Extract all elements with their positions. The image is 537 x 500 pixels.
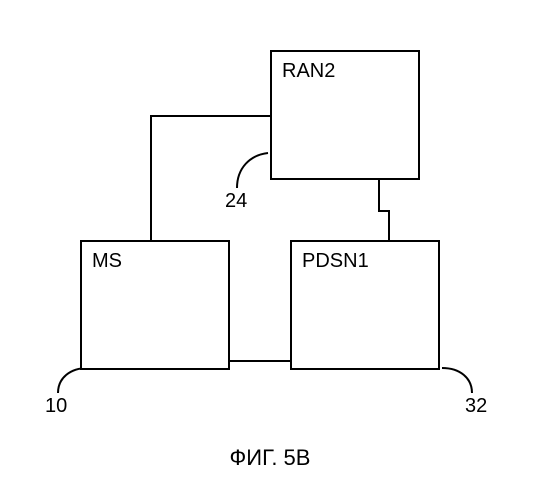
figure-caption: ФИГ. 5B: [200, 445, 340, 471]
node-ran2: RAN2: [270, 50, 420, 180]
node-ms: MS: [80, 240, 230, 370]
diagram-canvas: RAN2 MS PDSN1 24 10 32 ФИГ. 5B: [0, 0, 537, 500]
node-pdsn1: PDSN1: [290, 240, 440, 370]
ref-10: 10: [45, 395, 67, 418]
node-ran2-label: RAN2: [282, 60, 335, 82]
ref-24: 24: [225, 190, 247, 213]
node-ms-label: MS: [92, 250, 122, 272]
node-pdsn1-label: PDSN1: [302, 250, 369, 272]
ref-32: 32: [465, 395, 487, 418]
